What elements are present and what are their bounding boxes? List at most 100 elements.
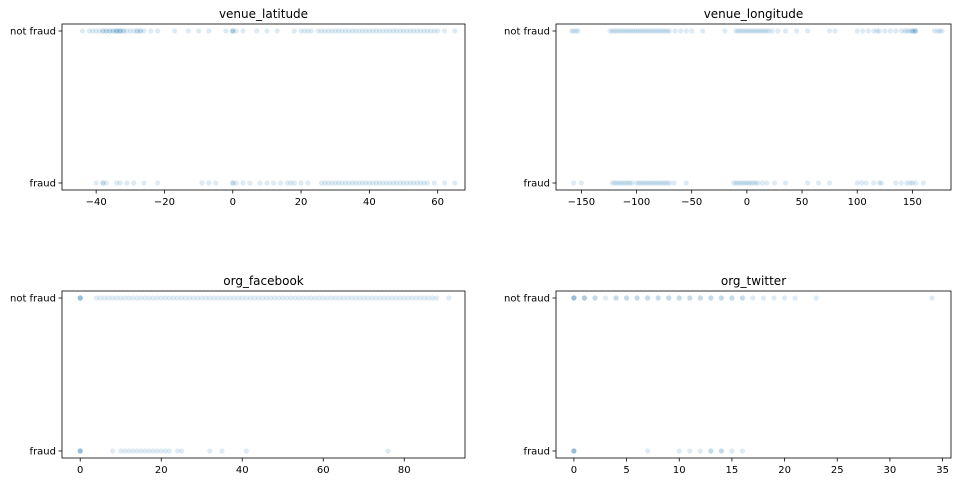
data-point xyxy=(718,295,724,301)
data-point xyxy=(664,28,671,34)
data-point xyxy=(571,448,577,454)
data-point xyxy=(318,180,325,186)
data-point xyxy=(421,295,428,301)
subplot-1: venue_latitude −40 −20 0 20 40 60 not fraud frau… xyxy=(10,7,466,208)
data-point xyxy=(656,28,662,34)
data-point xyxy=(744,28,750,34)
y-tick-label: not fraud xyxy=(10,27,56,38)
data-point xyxy=(618,28,624,34)
data-point xyxy=(79,28,86,34)
data-point xyxy=(377,180,383,186)
y-tick-label: fraud xyxy=(524,179,550,190)
data-point xyxy=(418,28,424,34)
data-point xyxy=(288,180,294,186)
data-point xyxy=(373,28,379,34)
data-point xyxy=(182,295,189,301)
data-point xyxy=(616,28,622,34)
data-point xyxy=(649,28,655,34)
data-point xyxy=(77,295,83,301)
data-point xyxy=(939,28,945,34)
data-point xyxy=(137,28,144,34)
data-point xyxy=(769,28,775,34)
data-point xyxy=(346,28,352,34)
data-point xyxy=(571,448,577,454)
data-point xyxy=(383,28,390,34)
data-point xyxy=(223,28,229,34)
data-point xyxy=(114,28,120,34)
data-point xyxy=(174,295,181,301)
data-point xyxy=(339,28,345,34)
data-point xyxy=(672,28,678,34)
data-point xyxy=(645,295,651,301)
data-point xyxy=(77,295,83,301)
data-point xyxy=(233,180,239,186)
data-point xyxy=(114,28,120,34)
data-point xyxy=(130,448,136,454)
data-point xyxy=(134,28,140,34)
data-point xyxy=(414,28,420,34)
data-point xyxy=(614,180,620,186)
data-point xyxy=(571,295,577,301)
data-point xyxy=(356,180,362,186)
data-point xyxy=(308,295,314,301)
data-point xyxy=(638,28,644,34)
data-point xyxy=(428,28,434,34)
data-point xyxy=(138,295,144,301)
data-point xyxy=(103,28,109,34)
data-point xyxy=(322,180,328,186)
data-point xyxy=(904,28,910,34)
data-point xyxy=(647,28,653,34)
data-point xyxy=(640,180,646,186)
data-point xyxy=(739,28,746,34)
x-tick-label: 0 xyxy=(230,197,236,208)
data-point xyxy=(230,180,236,186)
data-point xyxy=(687,295,693,301)
data-point xyxy=(211,295,217,301)
data-point xyxy=(227,295,233,301)
data-point xyxy=(199,180,205,186)
data-point xyxy=(750,295,756,301)
data-point xyxy=(906,28,912,34)
data-point xyxy=(627,180,633,186)
data-point xyxy=(651,28,657,34)
data-point xyxy=(219,295,225,301)
data-point xyxy=(418,180,424,186)
data-point xyxy=(77,295,83,301)
data-point xyxy=(764,180,770,186)
data-point xyxy=(105,295,112,301)
data-point xyxy=(827,28,833,34)
data-point xyxy=(854,28,860,34)
x-tick-label: 10 xyxy=(673,465,686,476)
data-point xyxy=(332,295,338,301)
data-point xyxy=(435,28,441,34)
data-point xyxy=(931,28,938,34)
data-point xyxy=(441,180,448,186)
data-point xyxy=(316,295,322,301)
data-point xyxy=(446,295,452,301)
data-point xyxy=(114,28,120,34)
data-point xyxy=(267,295,274,301)
data-point xyxy=(750,28,757,34)
data-point xyxy=(662,28,668,34)
data-point xyxy=(235,295,241,301)
data-point xyxy=(404,180,410,186)
data-point xyxy=(700,28,706,34)
data-point xyxy=(414,180,420,186)
data-point xyxy=(110,295,116,301)
axes-frame xyxy=(555,23,952,191)
data-point xyxy=(755,28,761,34)
data-point xyxy=(390,180,396,186)
data-point xyxy=(904,180,910,186)
data-point xyxy=(393,295,399,301)
data-point xyxy=(329,180,335,186)
data-point xyxy=(908,28,914,34)
data-point xyxy=(353,28,359,34)
data-point xyxy=(816,180,822,186)
data-point xyxy=(195,295,201,301)
data-point xyxy=(373,180,379,186)
data-point xyxy=(708,295,714,301)
data-point xyxy=(425,295,432,301)
data-point xyxy=(120,28,127,34)
data-point xyxy=(356,28,362,34)
data-point xyxy=(304,295,310,301)
